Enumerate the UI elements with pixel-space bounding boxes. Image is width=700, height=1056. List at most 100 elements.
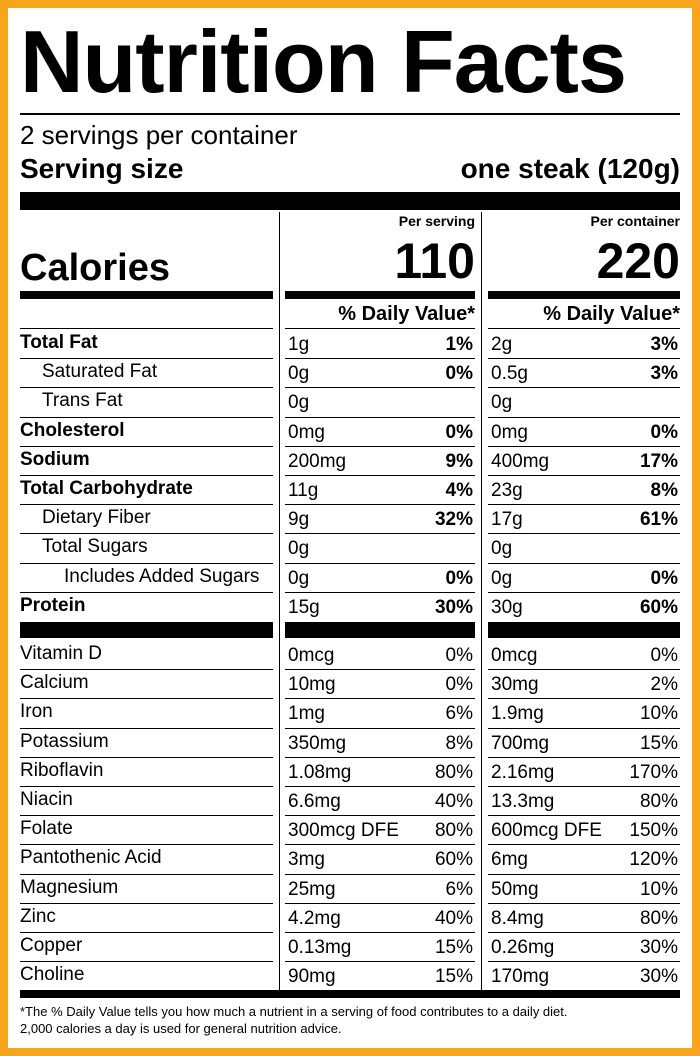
serving-amount: 1g <box>288 334 310 356</box>
container-amount: 400mg <box>491 450 550 472</box>
servings: 2 servings per container <box>20 119 298 150</box>
per-container-calories: 220 <box>596 233 680 289</box>
daily-value-header: % Daily Value* <box>338 302 475 325</box>
rule <box>488 562 680 564</box>
serving-dv: 0% <box>445 363 473 385</box>
serving-amount: 0.13mg <box>288 937 352 959</box>
serving-amount: 0g <box>288 567 310 589</box>
footnote: 2,000 calories a day is used for general… <box>20 1021 342 1036</box>
rule <box>285 786 475 787</box>
serving-dv: 9% <box>445 450 473 472</box>
rule <box>488 902 680 904</box>
serving-amount: 25mg <box>288 878 336 900</box>
nutrient-name: Niacin <box>20 789 73 811</box>
rule <box>285 591 475 593</box>
rule <box>285 328 475 329</box>
rule <box>488 328 680 329</box>
container-dv: 170% <box>629 761 678 783</box>
rule <box>285 844 475 846</box>
rule <box>285 756 475 758</box>
rule <box>488 387 680 389</box>
container-dv: 3% <box>650 334 678 356</box>
serving-amount: 0g <box>288 363 310 385</box>
nutrient-name: Trans Fat <box>42 390 123 412</box>
serving-amount: 0g <box>288 538 310 560</box>
nutrient-name: Cholesterol <box>20 419 125 441</box>
rule <box>285 902 475 904</box>
rule <box>20 902 273 904</box>
rule <box>20 562 273 564</box>
nutrient-name: Calcium <box>20 672 89 694</box>
container-amount: 13.3mg <box>491 791 555 813</box>
container-amount: 17g <box>491 509 523 531</box>
rule <box>285 873 475 875</box>
nutrient-name: Pantothenic Acid <box>20 847 162 869</box>
serving-dv: 30% <box>434 596 473 618</box>
rule <box>20 698 273 700</box>
serving-amount: 200mg <box>288 450 347 472</box>
serving-amount: 3mg <box>288 849 325 871</box>
container-amount: 700mg <box>491 732 550 754</box>
rule <box>285 475 475 476</box>
serving-size-label: Serving size <box>20 153 184 184</box>
container-amount: 0.26mg <box>491 937 555 959</box>
rule <box>285 669 475 671</box>
rule <box>488 727 680 729</box>
container-amount: 0g <box>491 392 513 414</box>
rule <box>20 533 273 535</box>
rule <box>488 358 680 360</box>
rule <box>20 669 273 671</box>
rule <box>488 786 680 787</box>
rule <box>20 961 273 963</box>
serving-dv: 1% <box>445 334 473 356</box>
rule <box>285 445 475 447</box>
serving-dv: 0% <box>445 674 473 696</box>
title: Nutrition Facts <box>20 12 627 111</box>
rule <box>279 212 280 990</box>
container-dv: 10% <box>639 878 678 900</box>
container-dv: 0% <box>650 567 678 589</box>
nutrient-name: Copper <box>20 935 83 957</box>
rule <box>20 475 273 476</box>
container-amount: 2.16mg <box>491 761 555 783</box>
serving-dv: 0% <box>445 645 473 667</box>
rule <box>285 961 475 963</box>
serving-size-value: one steak (120g) <box>460 153 680 184</box>
rule <box>20 387 273 389</box>
container-dv: 0% <box>650 645 678 667</box>
serving-dv: 80% <box>434 761 473 783</box>
serving-dv: 15% <box>434 966 473 988</box>
serving-amount: 11g <box>288 480 319 502</box>
rule <box>488 416 680 418</box>
rule <box>488 756 680 758</box>
nutrient-name: Total Fat <box>20 332 98 354</box>
rule <box>20 727 273 729</box>
serving-dv: 0% <box>445 421 473 443</box>
rule <box>488 445 680 447</box>
serving-dv: 60% <box>434 849 473 871</box>
serving-dv: 8% <box>445 732 473 754</box>
rule <box>20 291 273 299</box>
serving-dv: 40% <box>434 791 473 813</box>
serving-amount: 15g <box>288 596 320 618</box>
footnote: *The % Daily Value tells you how much a … <box>20 1004 568 1019</box>
container-dv: 80% <box>639 907 678 929</box>
serving-amount: 1.08mg <box>288 761 352 783</box>
nutrient-name: Protein <box>20 594 86 616</box>
daily-value-header: % Daily Value* <box>543 302 680 325</box>
nutrient-name: Iron <box>20 701 53 723</box>
serving-amount: 350mg <box>288 732 347 754</box>
container-dv: 15% <box>639 732 678 754</box>
rule <box>285 562 475 564</box>
rule <box>20 990 680 998</box>
per-serving-header: Per serving <box>398 213 475 229</box>
rule <box>20 504 273 506</box>
container-amount: 50mg <box>491 878 539 900</box>
container-dv: 120% <box>629 849 678 871</box>
rule <box>285 533 475 535</box>
rule <box>20 445 273 447</box>
nutrient-name: Sodium <box>20 448 90 470</box>
rule <box>20 192 680 210</box>
container-amount: 6mg <box>491 849 528 871</box>
rule <box>488 844 680 846</box>
